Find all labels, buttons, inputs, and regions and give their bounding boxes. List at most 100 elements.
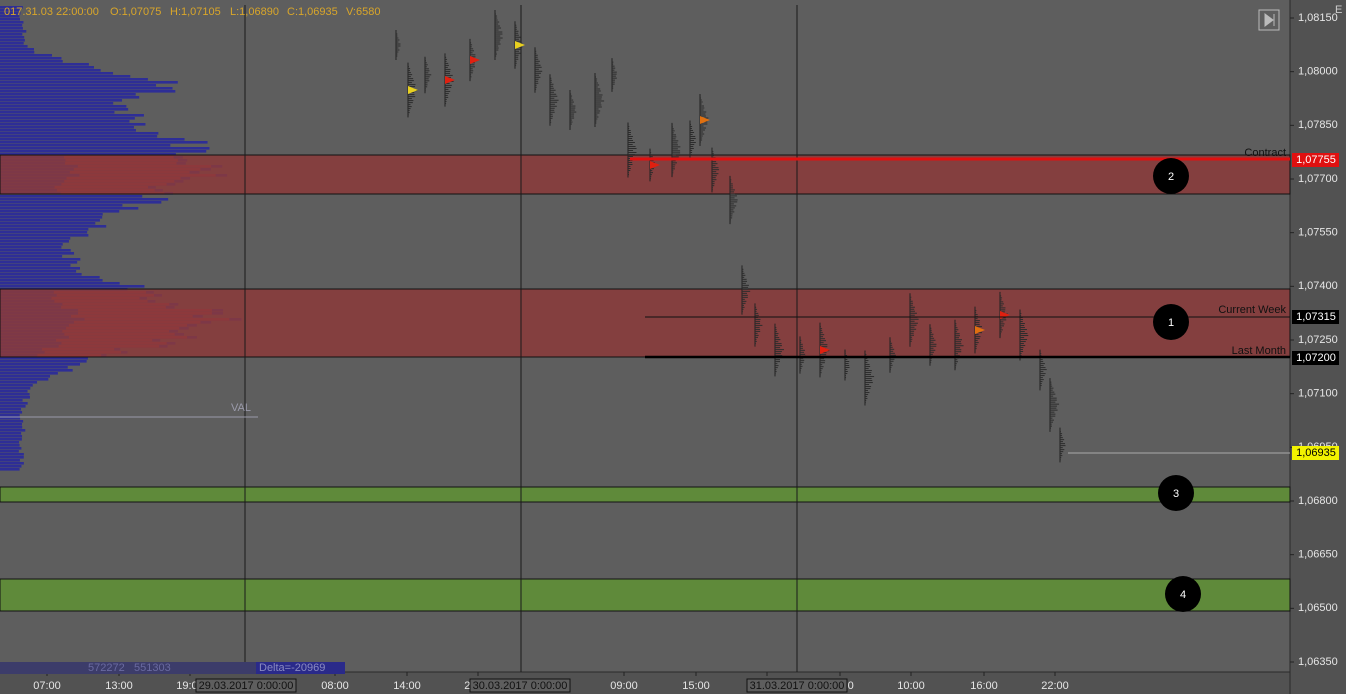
profile-bar bbox=[0, 42, 24, 45]
zone-number: 1 bbox=[1168, 317, 1174, 329]
profile-bar bbox=[0, 141, 208, 144]
price-tick-label: 1,08000 bbox=[1298, 66, 1338, 78]
price-tick-label: 1,08150 bbox=[1298, 12, 1338, 24]
profile-bar bbox=[0, 387, 31, 390]
time-axis: 07:0013:0019:0008:0014:0020:0009:0015:00… bbox=[33, 672, 1069, 693]
profile-bar bbox=[0, 459, 20, 462]
date-box bbox=[195, 678, 297, 693]
profile-bar bbox=[0, 405, 26, 408]
profile-bar bbox=[0, 231, 88, 234]
profile-bar bbox=[0, 48, 34, 51]
profile-bar bbox=[0, 381, 38, 384]
profile-bar bbox=[0, 435, 23, 438]
zone-markers: 1 2 3 4 bbox=[1153, 158, 1201, 612]
imbalance-marker bbox=[515, 41, 525, 49]
profile-bar bbox=[0, 201, 162, 204]
zone-number: 3 bbox=[1173, 488, 1179, 500]
profile-bar bbox=[0, 252, 75, 255]
profile-bar bbox=[0, 6, 23, 9]
profile-bar bbox=[0, 450, 19, 453]
profile-bar bbox=[0, 264, 71, 267]
profile-bar bbox=[0, 66, 94, 69]
profile-bar bbox=[0, 366, 68, 369]
profile-bar bbox=[0, 54, 52, 57]
price-tick-label: 1,07250 bbox=[1298, 334, 1338, 346]
date-label: 30.03.2017 0:00:00 bbox=[473, 680, 568, 692]
time-tick-label: 15:00 bbox=[682, 680, 710, 692]
scroll-end-icon bbox=[1264, 13, 1275, 27]
profile-bar bbox=[0, 375, 51, 378]
imbalance-marker bbox=[408, 86, 418, 94]
profile-bar bbox=[0, 12, 21, 15]
profile-bar bbox=[0, 84, 157, 87]
date-box bbox=[469, 678, 571, 693]
level-label: Current Week bbox=[1218, 304, 1286, 316]
header-datetime: 017.31.03 22:00:00 bbox=[4, 6, 99, 18]
header-open: O:1,07075 bbox=[110, 6, 161, 18]
profile-bar bbox=[0, 210, 120, 213]
profile-bar bbox=[0, 432, 22, 435]
profile-bar bbox=[0, 153, 176, 156]
profile-bar bbox=[0, 63, 89, 66]
header-high: H:1,07105 bbox=[170, 6, 221, 18]
profile-bar bbox=[0, 465, 22, 468]
profile-bar bbox=[0, 57, 62, 60]
profile-bar bbox=[0, 39, 25, 42]
time-tick-label: 16:00 bbox=[970, 680, 998, 692]
profile-bar bbox=[0, 255, 63, 258]
profile-bar bbox=[0, 219, 100, 222]
zone-marker bbox=[1165, 576, 1201, 612]
profile-bar bbox=[0, 207, 139, 210]
profile-bar bbox=[0, 225, 107, 228]
imbalance-marker bbox=[820, 346, 830, 354]
profile-bar bbox=[0, 216, 103, 219]
profile-bar bbox=[0, 15, 20, 18]
profile-bar bbox=[0, 270, 77, 273]
header: 017.31.03 22:00:00 O:1,07075 H:1,07105 L… bbox=[4, 6, 380, 18]
profile-bar bbox=[0, 228, 89, 231]
profile-bar bbox=[0, 441, 20, 444]
header-close: C:1,06935 bbox=[287, 6, 338, 18]
profile-bar bbox=[0, 120, 130, 123]
price-tag-text: 1,07315 bbox=[1296, 311, 1336, 323]
profile-bar bbox=[0, 99, 123, 102]
scroll-end-button[interactable] bbox=[1258, 9, 1280, 31]
imbalance-marker bbox=[700, 116, 710, 124]
zone-number: 4 bbox=[1180, 589, 1186, 601]
price-tick-label: 1,06650 bbox=[1298, 549, 1338, 561]
profile-bar bbox=[0, 276, 100, 279]
profile-bar bbox=[0, 363, 80, 366]
zone-4 bbox=[0, 578, 1291, 612]
profile-bar bbox=[0, 360, 87, 363]
time-tick-label: 07:00 bbox=[33, 680, 61, 692]
profile-bar bbox=[0, 36, 25, 39]
profile-bar bbox=[0, 126, 134, 129]
price-tick-label: 1,07400 bbox=[1298, 280, 1338, 292]
corner-icon[interactable]: E bbox=[1335, 4, 1342, 16]
profile-bar bbox=[0, 453, 24, 456]
profile-bar bbox=[0, 426, 23, 429]
profile-bar bbox=[0, 273, 82, 276]
profile-bar bbox=[0, 75, 131, 78]
footer-volume-bg bbox=[0, 662, 256, 674]
profile-bar bbox=[0, 384, 33, 387]
profile-bar bbox=[0, 399, 23, 402]
profile-bar bbox=[0, 246, 62, 249]
profile-bar bbox=[0, 9, 20, 12]
profile-bar bbox=[0, 408, 22, 411]
profile-bar bbox=[0, 90, 176, 93]
profile-bar bbox=[0, 135, 158, 138]
profile-bar bbox=[0, 78, 148, 81]
profile-bar bbox=[0, 369, 73, 372]
imbalance-marker bbox=[650, 161, 660, 169]
price-tag bbox=[1292, 310, 1339, 324]
profile-bar bbox=[0, 414, 20, 417]
zone-3 bbox=[0, 486, 1291, 503]
profile-bar bbox=[0, 456, 24, 459]
profile-bar bbox=[0, 144, 171, 147]
profile-bar bbox=[0, 372, 58, 375]
price-tick-label: 1,06800 bbox=[1298, 495, 1338, 507]
footer-buy: 572272 bbox=[88, 662, 125, 674]
date-label: 31.03.2017 0:00:00 bbox=[750, 680, 845, 692]
